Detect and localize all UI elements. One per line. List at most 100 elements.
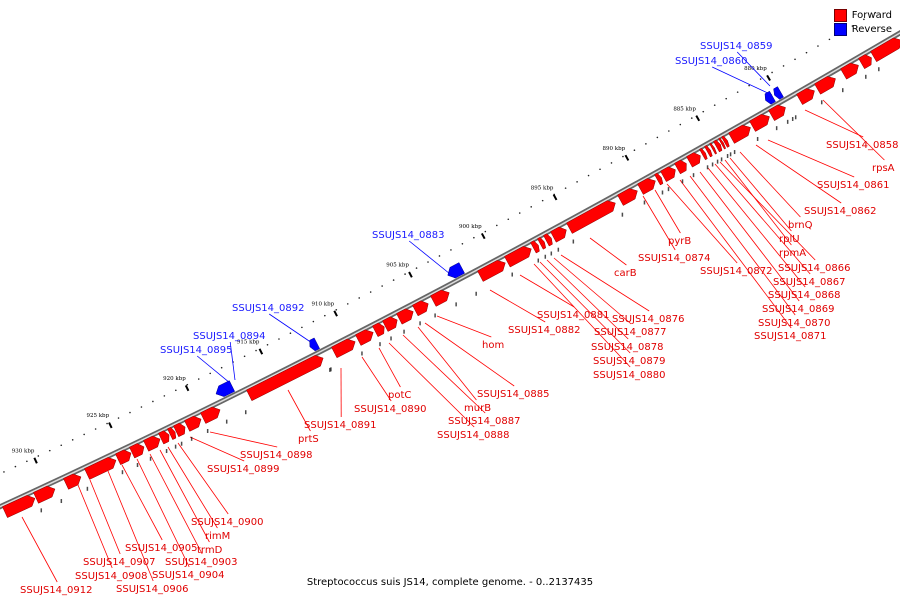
gene-tick xyxy=(756,136,759,141)
gene-tick xyxy=(661,190,664,195)
kbp-label: 920 kbp xyxy=(163,376,186,382)
forward-gene xyxy=(355,329,374,346)
gene-tick xyxy=(60,499,63,504)
forward-gene xyxy=(550,226,567,243)
legend-reverse: Reverse xyxy=(833,22,892,36)
leader-line xyxy=(699,171,800,302)
gene-label: rimM xyxy=(205,531,230,542)
gene-label: SSUJS14_0908 xyxy=(75,571,148,582)
scale-dot xyxy=(633,149,636,151)
gene-label: SSUJS14_0871 xyxy=(754,331,827,342)
gene-tick xyxy=(775,126,778,131)
leader-line xyxy=(167,446,218,529)
gene-tick xyxy=(878,67,880,72)
gene-tick xyxy=(572,239,575,244)
legend: Forward Reverse xyxy=(833,8,892,36)
gene-label: carB xyxy=(614,268,637,279)
gene-tick xyxy=(136,463,139,468)
scale-dot xyxy=(496,224,498,227)
forward-gene xyxy=(504,246,532,268)
leader-line xyxy=(229,341,236,381)
scale-dot xyxy=(289,332,292,334)
gene-label: SSUJS14_0895 xyxy=(160,345,233,356)
gene-label: SSUJS14_0860 xyxy=(675,56,748,67)
forward-gene xyxy=(637,178,656,195)
leader-line xyxy=(719,161,816,261)
forward-gene xyxy=(115,449,132,466)
scale-dot xyxy=(346,303,349,305)
legend-forward: Forward xyxy=(833,8,892,22)
forward-gene xyxy=(713,139,723,153)
forward-gene xyxy=(2,495,36,518)
gene-tick xyxy=(794,115,797,120)
gene-tick xyxy=(716,159,719,164)
kbp-label: 895 kbp xyxy=(531,185,554,191)
gene-tick xyxy=(667,187,670,192)
leader-line xyxy=(402,334,486,414)
reverse-gene xyxy=(215,380,236,397)
gene-label: SSUJS14_0874 xyxy=(638,253,711,264)
forward-gene xyxy=(660,166,676,182)
scale-dot xyxy=(828,38,831,41)
gene-label: potC xyxy=(388,390,411,401)
gene-label: trmD xyxy=(197,545,223,556)
gene-tick xyxy=(390,336,392,341)
gene-tick xyxy=(720,157,723,162)
gene-tick xyxy=(403,329,405,334)
forward-gene xyxy=(768,104,786,121)
forward-gene xyxy=(858,54,872,70)
gene-label: SSUJS14_0858 xyxy=(826,140,899,151)
scale-dot xyxy=(106,422,108,425)
gene-tick xyxy=(225,419,228,424)
gene-label: SSUJS14_0899 xyxy=(207,464,280,475)
gene-tick xyxy=(729,152,732,157)
legend-reverse-label: Reverse xyxy=(851,23,892,35)
gene-tick xyxy=(40,508,43,513)
reverse-gene xyxy=(447,262,465,279)
gene-label: SSUJS14_0912 xyxy=(20,585,93,596)
reverse-gene xyxy=(309,337,320,352)
scale-dot xyxy=(220,366,223,369)
forward-gene xyxy=(331,338,356,359)
kbp-tick xyxy=(552,194,558,201)
gene-tick xyxy=(379,342,381,347)
kbp-label: 905 kbp xyxy=(386,263,409,269)
scale-dot xyxy=(335,308,338,311)
reverse-gene xyxy=(773,86,784,100)
gene-label: rplU xyxy=(779,234,800,245)
gene-label: SSUJS14_0882 xyxy=(508,325,581,336)
kbp-tick xyxy=(184,384,190,392)
forward-gene xyxy=(477,260,506,282)
scale-dot xyxy=(71,439,74,441)
gene-label: prtS xyxy=(298,434,319,445)
forward-gene xyxy=(143,435,161,452)
leader-line xyxy=(21,516,58,583)
forward-gene xyxy=(430,289,450,307)
scale-dot xyxy=(863,18,865,21)
gene-tick xyxy=(361,351,363,356)
kbp-label: 885 kbp xyxy=(673,106,696,112)
map-caption: Streptococcus suis JS14, complete genome… xyxy=(306,577,594,588)
scale-dot xyxy=(37,455,40,457)
leader-line xyxy=(546,259,629,340)
leader-line xyxy=(159,449,210,543)
kbp-label: 890 kbp xyxy=(603,146,626,152)
gene-label: murB xyxy=(464,403,491,414)
kbp-tick xyxy=(766,74,771,82)
gene-tick xyxy=(692,173,695,178)
gene-label: SSUJS14_0903 xyxy=(165,557,238,568)
gene-tick xyxy=(244,410,247,415)
gene-tick xyxy=(475,291,477,296)
forward-gene xyxy=(129,443,145,459)
gene-tick xyxy=(511,272,513,277)
scale-dot xyxy=(266,343,269,346)
forward-gene xyxy=(173,422,186,438)
kbp-label: 930 kbp xyxy=(12,448,35,454)
scale-dot xyxy=(140,406,143,408)
leader-line xyxy=(755,144,842,204)
leader-line xyxy=(539,261,631,354)
leader-line xyxy=(417,326,477,401)
scale-dot xyxy=(771,71,773,74)
forward-gene xyxy=(796,88,815,105)
